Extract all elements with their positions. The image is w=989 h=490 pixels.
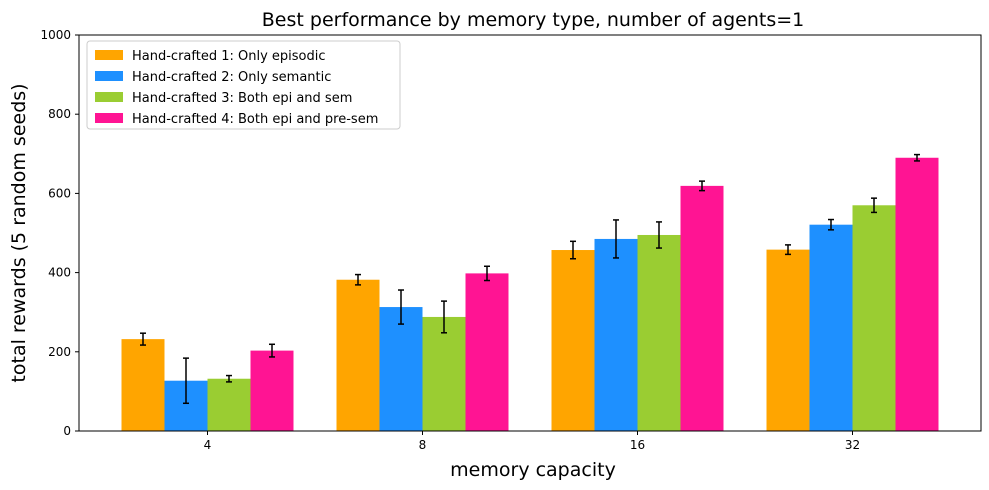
y-tick-label: 200 xyxy=(48,345,71,359)
bar xyxy=(207,378,251,431)
y-axis: 0 200 400 600 800 1000 xyxy=(40,28,79,438)
y-tick-label: 600 xyxy=(48,186,71,200)
bar xyxy=(852,205,896,431)
y-tick-label: 800 xyxy=(48,107,71,121)
bar xyxy=(766,249,810,431)
x-tick-label: 8 xyxy=(419,438,427,452)
legend: Hand-crafted 1: Only episodic Hand-crafte… xyxy=(86,40,401,130)
bar xyxy=(551,250,595,431)
chart-title: Best performance by memory type, number … xyxy=(262,9,804,31)
y-axis-title: total rewards (5 random seeds) xyxy=(8,83,30,382)
y-tick-label: 400 xyxy=(48,266,71,280)
legend-label: Hand-crafted 1: Only episodic xyxy=(132,49,326,64)
legend-label: Hand-crafted 3: Both epi and sem xyxy=(132,91,352,106)
plot-frame xyxy=(78,34,982,432)
legend-swatch xyxy=(95,71,123,81)
legend-frame xyxy=(86,40,401,130)
bar xyxy=(809,224,853,431)
bar xyxy=(680,185,724,431)
bar xyxy=(336,279,380,431)
y-tick-label: 0 xyxy=(63,424,71,438)
y-tick-label: 1000 xyxy=(40,28,71,42)
x-tick-label: 32 xyxy=(845,438,860,452)
legend-label: Hand-crafted 4: Both epi and pre-sem xyxy=(132,112,378,127)
x-tick-label: 4 xyxy=(204,438,212,452)
bar xyxy=(465,273,509,431)
legend-swatch xyxy=(95,50,123,60)
bar xyxy=(895,157,939,431)
bar xyxy=(594,238,638,431)
bar xyxy=(422,316,466,431)
x-axis-title: memory capacity xyxy=(450,459,616,481)
x-axis: 4 8 16 32 xyxy=(204,431,860,452)
bars-layer xyxy=(121,157,939,431)
bar xyxy=(379,307,423,431)
error-bars-layer xyxy=(140,153,920,405)
legend-swatch xyxy=(95,92,123,102)
bar xyxy=(637,234,681,431)
bar xyxy=(250,350,294,431)
x-tick-label: 16 xyxy=(630,438,645,452)
legend-swatch xyxy=(95,113,123,123)
bar xyxy=(121,339,165,431)
legend-label: Hand-crafted 2: Only semantic xyxy=(132,70,331,85)
